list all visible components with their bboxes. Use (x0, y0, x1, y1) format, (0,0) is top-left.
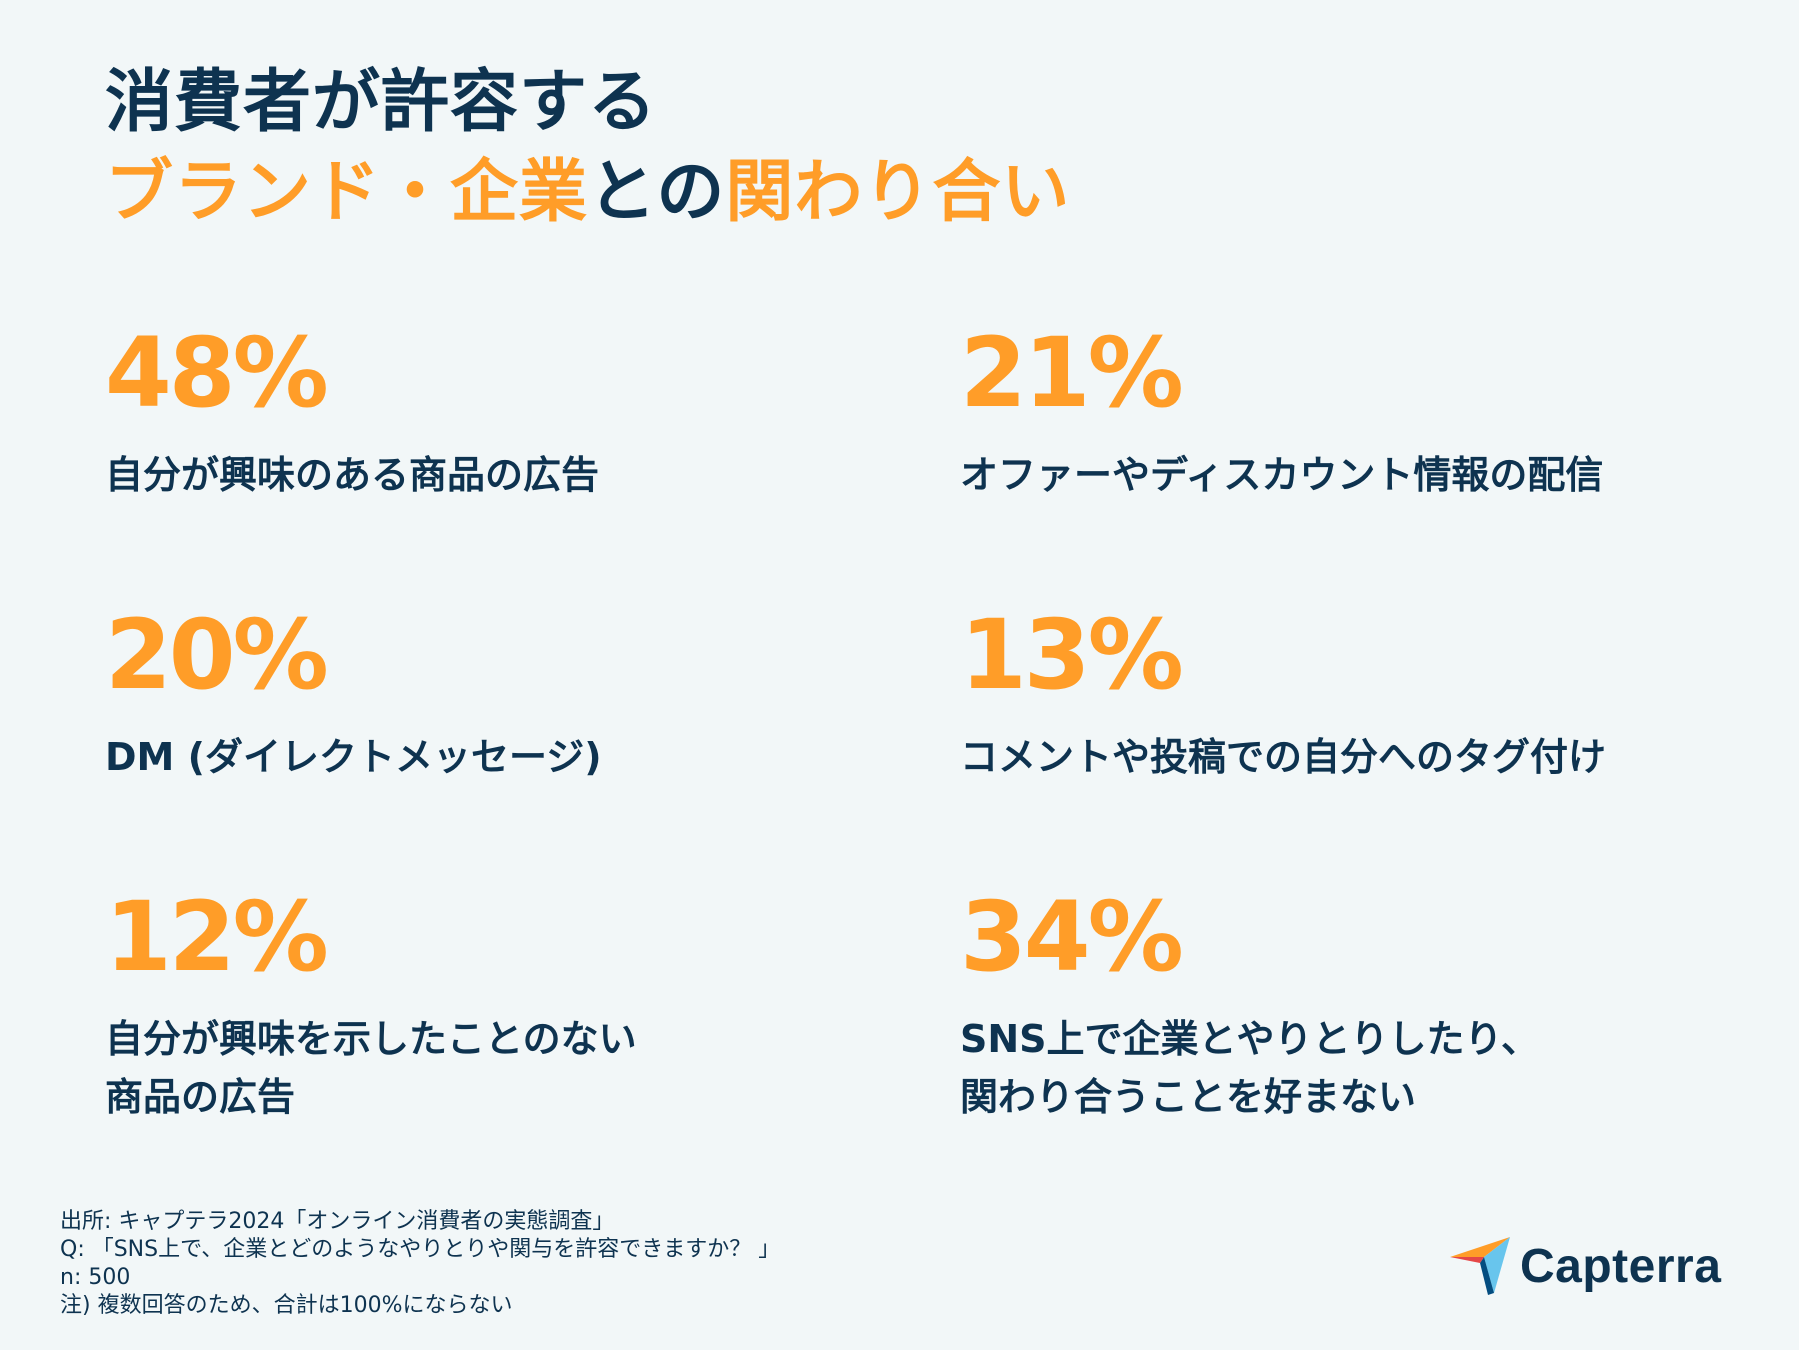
stat-value: 13% (960, 599, 1184, 711)
stat-label: オファーやディスカウント情報の配信 (960, 453, 1604, 497)
title-brand-company: ブランド・企業 (105, 153, 589, 232)
title-connector: との (588, 153, 726, 232)
source-note: 出所: キャプテラ2024「オンライン消費者の実態調査」 (60, 1209, 615, 1234)
title-engagement: 関わり合い (725, 153, 1071, 232)
stat-value: 48% (105, 317, 329, 429)
stat-value: 20% (105, 599, 329, 711)
stat-label: 自分が興味のある商品の広告 (105, 453, 600, 497)
stat-label: DM (ダイレクトメッセージ) (105, 735, 602, 779)
stat-item: 20% DM (ダイレクトメッセージ) (105, 600, 865, 786)
stat-label: 自分が興味を示したことのない 商品の広告 (105, 1017, 637, 1119)
footnotes: 出所: キャプテラ2024「オンライン消費者の実態調査」 Q: 「SNS上で、企… (60, 1208, 780, 1320)
stat-item: 13% コメントや投稿での自分へのタグ付け (960, 600, 1720, 786)
question-note: Q: 「SNS上で、企業とどのようなやりとりや関与を許容できますか？ 」 (60, 1237, 781, 1262)
stat-value: 21% (960, 317, 1184, 429)
sample-size-note: n: 500 (60, 1265, 131, 1290)
stat-item: 48% 自分が興味のある商品の広告 (105, 318, 865, 504)
disclaimer-note: 注) 複数回答のため、合計は100%にならない (60, 1293, 513, 1318)
capterra-logo: Capterra (1450, 1235, 1721, 1297)
logo-wordmark: Capterra (1520, 1239, 1722, 1293)
title-line-1: 消費者が許容する (105, 63, 658, 142)
stat-item: 21% オファーやディスカウント情報の配信 (960, 318, 1720, 504)
stat-item: 12% 自分が興味を示したことのない 商品の広告 (105, 882, 865, 1126)
stat-value: 34% (960, 881, 1184, 993)
stat-label: SNS上で企業とやりとりしたり、 関わり合うことを好まない (960, 1017, 1540, 1119)
page-title: 消費者が許容する ブランド・企業との関わり合い (105, 58, 1070, 238)
stat-value: 12% (105, 881, 329, 993)
title-line-2: ブランド・企業との関わり合い (105, 148, 1070, 238)
stat-item: 34% SNS上で企業とやりとりしたり、 関わり合うことを好まない (960, 882, 1720, 1126)
capterra-arrow-icon (1450, 1237, 1510, 1295)
stat-label: コメントや投稿での自分へのタグ付け (960, 735, 1607, 779)
